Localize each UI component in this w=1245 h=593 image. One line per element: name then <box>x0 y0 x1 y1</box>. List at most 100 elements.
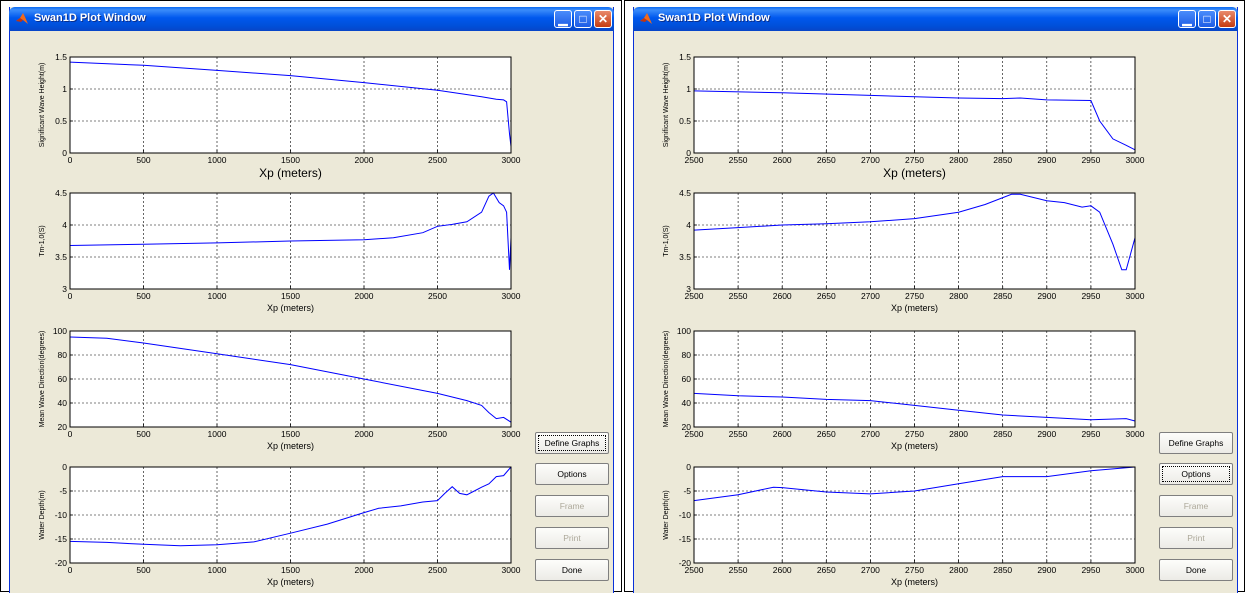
y-tick-label: 4.5 <box>55 188 67 198</box>
y-tick-label: 3.5 <box>679 252 691 262</box>
y-axis-label: Mean Wave Direction(degrees) <box>663 331 670 428</box>
x-axis-label: Xp (meters) <box>891 577 938 587</box>
y-tick-label: -20 <box>679 558 692 568</box>
chart-1: 2500 2550 2600 2650 2700 2750 2800 2850 2900 2950… <box>663 52 1145 180</box>
plot-area: 0 500 1000 1500 2000 2500 3000 0 0.5 1 1.5 Xp (mete… <box>16 33 527 589</box>
y-axis-label: Significant Wave Height(m) <box>39 63 46 148</box>
x-tick-label: 1500 <box>281 155 300 165</box>
series-line <box>693 90 1136 151</box>
x-tick-label: 2500 <box>685 429 704 439</box>
x-tick-label: 3000 <box>1126 291 1145 301</box>
close-icon[interactable]: ✕ <box>594 10 612 28</box>
x-tick-label: 2700 <box>861 155 880 165</box>
x-axis-label: Xp (meters) <box>267 577 314 587</box>
y-tick-label: 1.5 <box>55 52 67 62</box>
y-axis-label: Significant Wave Height(m) <box>663 63 670 148</box>
x-tick-label: 2650 <box>817 565 836 575</box>
x-tick-label: 2500 <box>428 429 447 439</box>
y-tick-label: 40 <box>682 398 692 408</box>
x-tick-label: 2700 <box>861 291 880 301</box>
x-tick-label: 2750 <box>905 429 924 439</box>
chart-3: 2500 2550 2600 2650 2700 2750 2800 2850 2900 2950… <box>663 326 1145 451</box>
x-tick-label: 1500 <box>281 291 300 301</box>
y-tick-label: 0 <box>62 148 67 158</box>
x-tick-label: 0 <box>68 429 73 439</box>
x-tick-label: 2600 <box>773 291 792 301</box>
x-tick-label: 0 <box>68 565 73 575</box>
left-panel: Swan1D Plot Window ▁ □ ✕ 0 500 1000 1500 200… <box>0 0 622 593</box>
axes-frame <box>693 192 1136 290</box>
x-tick-label: 2500 <box>685 291 704 301</box>
y-tick-label: 1 <box>62 84 67 94</box>
x-tick-label: 2750 <box>905 155 924 165</box>
chart-2: 0 500 1000 1500 2000 2500 3000 3 3.5 4 4.5 Xp (mete… <box>39 188 521 313</box>
y-tick-label: 80 <box>58 350 68 360</box>
options-button[interactable]: Options <box>1159 463 1233 485</box>
y-tick-label: 100 <box>53 326 67 336</box>
y-tick-label: 60 <box>58 374 68 384</box>
x-tick-label: 3000 <box>502 155 521 165</box>
minimize-icon[interactable]: ▁ <box>1178 10 1196 28</box>
print-button[interactable]: Print <box>535 527 609 549</box>
axes-frame <box>693 466 1136 564</box>
x-tick-label: 1000 <box>208 429 227 439</box>
frame-button[interactable]: Frame <box>1159 495 1233 517</box>
x-tick-label: 2600 <box>773 565 792 575</box>
series-line <box>69 336 512 423</box>
x-tick-label: 2750 <box>905 291 924 301</box>
x-tick-label: 500 <box>136 155 150 165</box>
x-tick-label: 2650 <box>817 429 836 439</box>
series-line <box>69 61 512 147</box>
x-tick-label: 2800 <box>949 155 968 165</box>
series-line <box>693 466 1136 502</box>
axes-frame <box>693 330 1136 428</box>
x-tick-label: 2600 <box>773 155 792 165</box>
y-tick-label: 3 <box>62 284 67 294</box>
maximize-icon[interactable]: □ <box>574 10 592 28</box>
swan1d-plot-window-left: Swan1D Plot Window ▁ □ ✕ 0 500 1000 1500 200… <box>9 7 614 593</box>
x-axis-label: Xp (meters) <box>259 166 322 180</box>
x-tick-label: 3000 <box>1126 155 1145 165</box>
minimize-icon[interactable]: ▁ <box>554 10 572 28</box>
y-tick-label: 40 <box>58 398 68 408</box>
define-graphs-button[interactable]: Define Graphs <box>1159 432 1233 454</box>
series-line <box>69 192 512 270</box>
options-button[interactable]: Options <box>535 463 609 485</box>
maximize-icon[interactable]: □ <box>1198 10 1216 28</box>
x-tick-label: 2800 <box>949 429 968 439</box>
x-tick-label: 2900 <box>1037 429 1056 439</box>
frame-button[interactable]: Frame <box>535 495 609 517</box>
x-tick-label: 2950 <box>1081 565 1100 575</box>
done-button[interactable]: Done <box>535 559 609 581</box>
x-tick-label: 1000 <box>208 291 227 301</box>
define-graphs-button[interactable]: Define Graphs <box>535 432 609 454</box>
y-axis-label: Water Depth(m) <box>39 490 46 540</box>
y-tick-label: 0 <box>686 148 691 158</box>
x-tick-label: 2800 <box>949 565 968 575</box>
chart-4: 2500 2550 2600 2650 2700 2750 2800 2850 2900 2950… <box>663 462 1145 587</box>
axes-frame <box>69 56 512 154</box>
x-tick-label: 2550 <box>729 429 748 439</box>
title-bar[interactable]: Swan1D Plot Window ▁ □ ✕ <box>9 7 614 31</box>
chart-1: 0 500 1000 1500 2000 2500 3000 0 0.5 1 1.5 Xp (mete… <box>39 52 521 180</box>
x-tick-label: 0 <box>68 155 73 165</box>
x-tick-label: 2950 <box>1081 155 1100 165</box>
title-bar[interactable]: Swan1D Plot Window ▁ □ ✕ <box>633 7 1238 31</box>
x-tick-label: 500 <box>136 565 150 575</box>
y-tick-label: 0.5 <box>679 116 691 126</box>
done-button[interactable]: Done <box>1159 559 1233 581</box>
y-tick-label: 1.5 <box>679 52 691 62</box>
close-icon[interactable]: ✕ <box>1218 10 1236 28</box>
y-tick-label: -10 <box>679 510 692 520</box>
print-button[interactable]: Print <box>1159 527 1233 549</box>
x-tick-label: 2550 <box>729 565 748 575</box>
x-tick-label: 2950 <box>1081 429 1100 439</box>
matlab-logo-icon <box>640 13 652 24</box>
x-tick-label: 3000 <box>1126 565 1145 575</box>
y-tick-label: 3.5 <box>55 252 67 262</box>
x-tick-label: 2500 <box>428 155 447 165</box>
x-tick-label: 2650 <box>817 155 836 165</box>
x-axis-label: Xp (meters) <box>891 303 938 313</box>
axes-frame <box>69 192 512 290</box>
